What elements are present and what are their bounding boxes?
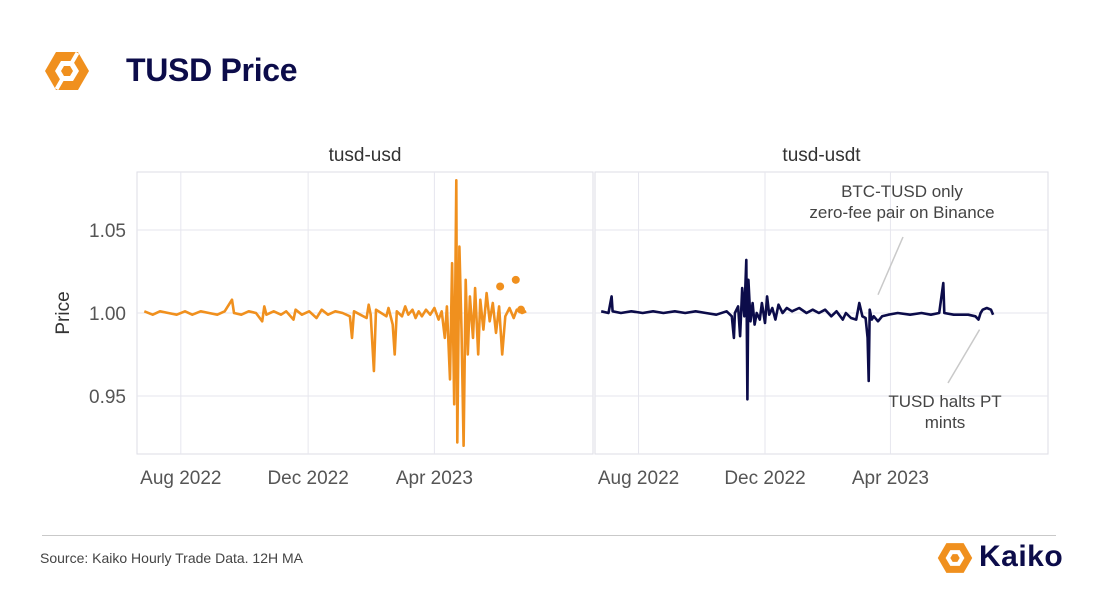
series-point [517,305,525,314]
annotation-leader [947,329,981,384]
y-tick-label: 1.05 [89,221,126,242]
series-line-tusd-usd [143,179,527,447]
panel-tusd-usdt: tusd-usdt Aug 2022 Dec 2022 Apr 2023 BTC-TUS… [594,145,1049,489]
source-note: Source: Kaiko Hourly Trade Data. 12H MA [40,550,304,566]
annotation-leader [877,236,904,296]
x-tick-label: Apr 2023 [852,468,929,489]
x-tick-label: Apr 2023 [396,468,473,489]
panel-title: tusd-usd [329,145,402,166]
footer-divider [42,535,1056,536]
annotation-label: TUSD halts PT mints [888,392,1001,432]
panel-title: tusd-usdt [782,145,861,166]
y-axis-label: Price [53,291,74,334]
kaiko-mark-icon [937,543,973,573]
page-title: TUSD Price [126,52,298,88]
y-tick-label: 1.00 [89,304,126,325]
annotation-label: BTC-TUSD only zero-fee pair on Binance [809,182,994,222]
series-point [496,282,505,291]
series-point [511,275,520,284]
series-line-tusd-usdt [600,258,995,401]
panel-tusd-usd: tusd-usd Aug 2022 Dec 2022 Apr 2023 [136,145,594,489]
x-tick-label: Dec 2022 [267,468,348,489]
brand-name: Kaiko [979,540,1064,573]
y-tick-label: 0.95 [89,387,126,408]
x-tick-label: Dec 2022 [724,468,805,489]
kaiko-logo-icon [45,51,89,91]
x-tick-label: Aug 2022 [140,468,221,489]
x-tick-label: Aug 2022 [598,468,679,489]
